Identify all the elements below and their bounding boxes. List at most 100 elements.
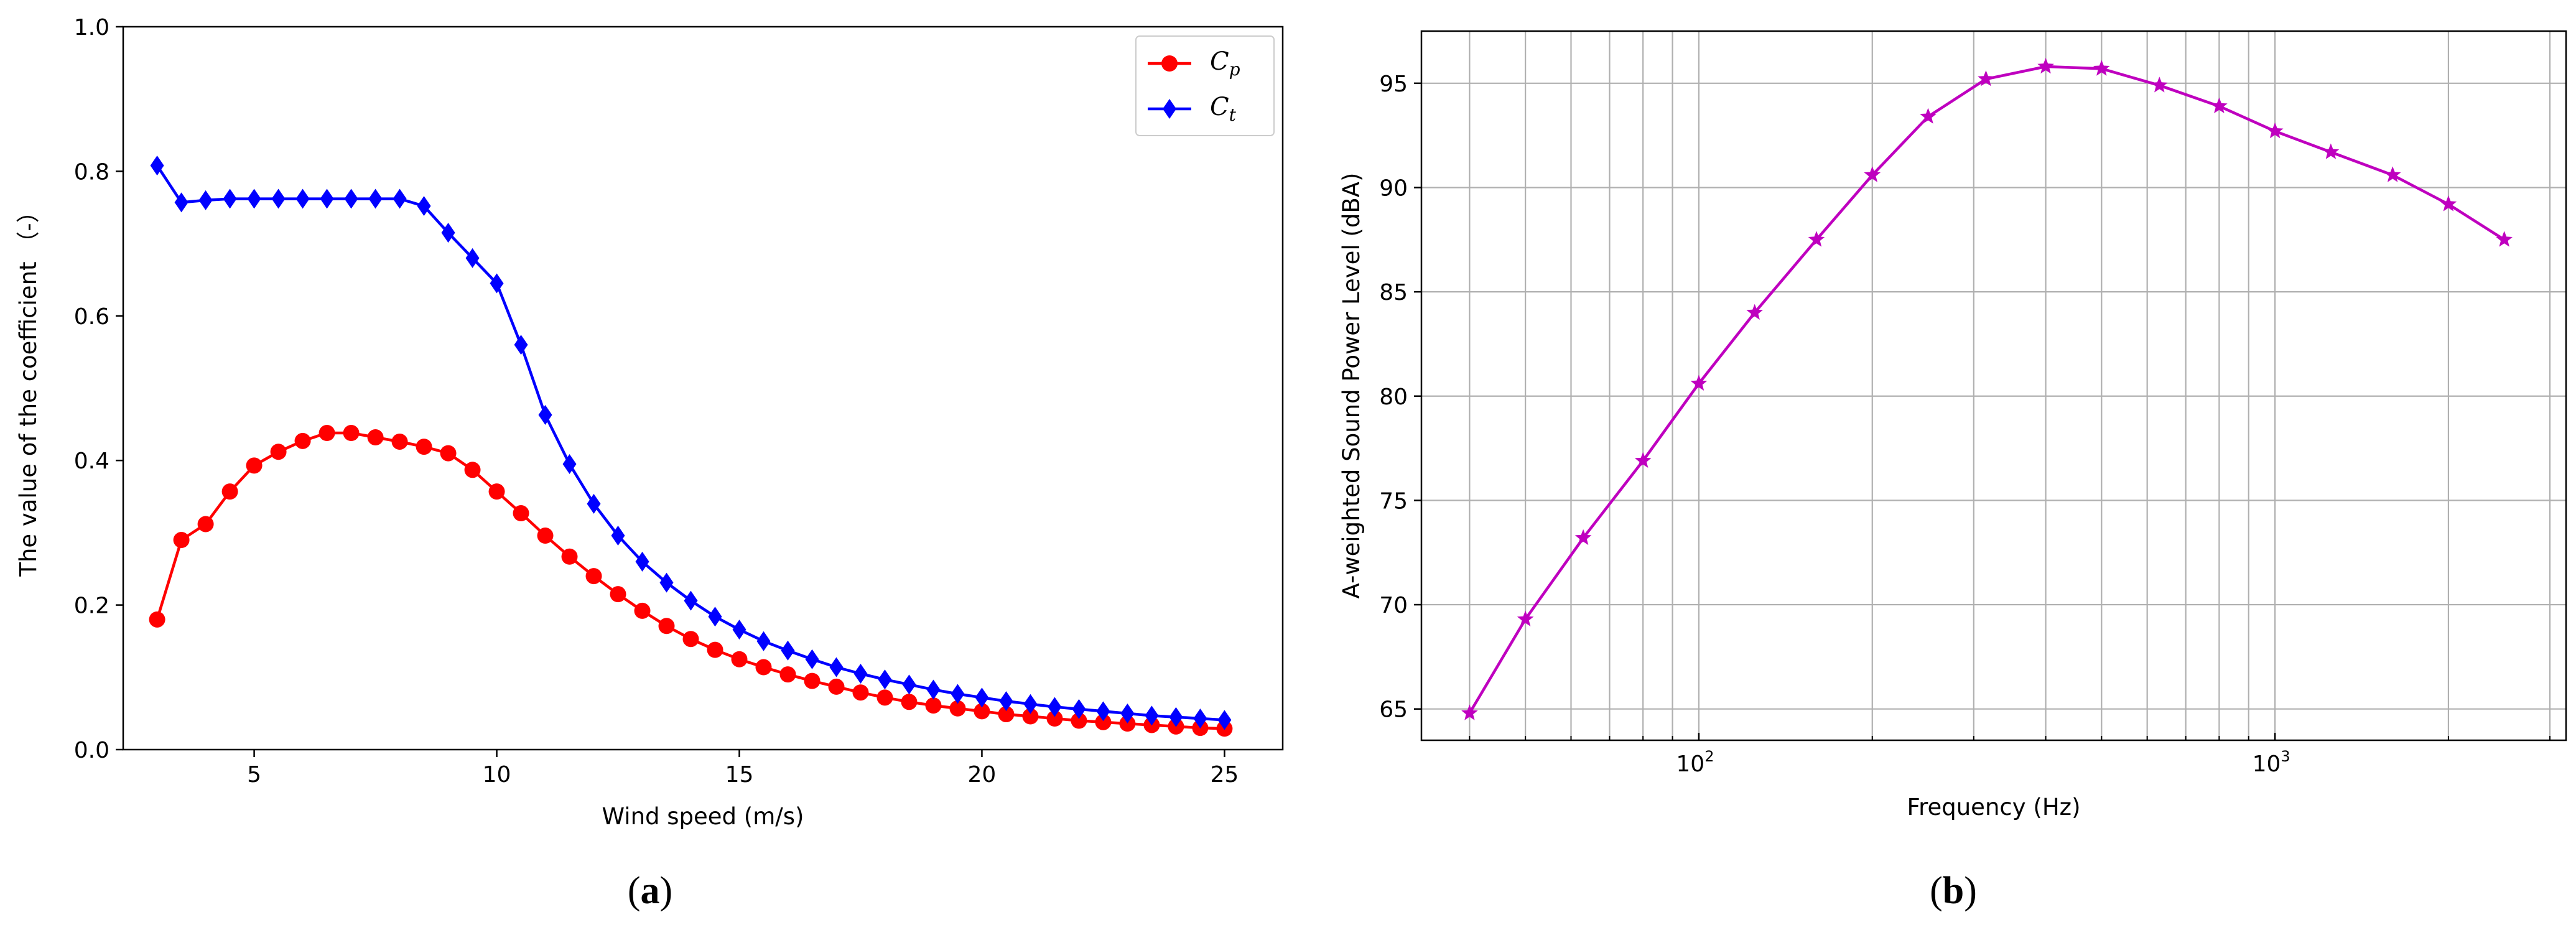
point-spl (2266, 122, 2284, 139)
point-spl (1978, 70, 1994, 86)
y-tick-label: 75 (1379, 488, 1408, 514)
legend-ct-marker (1163, 99, 1176, 119)
point-ct (1048, 697, 1062, 717)
chart-a-marks (149, 156, 1233, 737)
point-cp (561, 548, 578, 565)
point-ct (805, 649, 819, 669)
point-cp (513, 505, 529, 522)
point-cp (658, 618, 675, 635)
legend-cp-sample (1148, 55, 1191, 72)
point-cp (319, 425, 335, 442)
point-ct (465, 248, 480, 268)
legend-ct-label: Ct (1210, 93, 1237, 125)
point-ct (926, 679, 941, 700)
point-spl (1808, 231, 1825, 247)
chart-b: 102 103 65 70 75 80 85 90 95 Frequency (Hz) A-w… (1338, 30, 2567, 912)
point-ct (611, 526, 625, 546)
chart-b-y-ticks: 65 70 75 80 85 90 95 (1379, 72, 1421, 723)
point-ct (853, 663, 868, 684)
point-spl (2496, 231, 2513, 247)
point-cp (270, 444, 287, 460)
point-cp (731, 651, 748, 667)
point-cp (779, 666, 796, 683)
point-cp (149, 611, 165, 628)
point-ct (1145, 705, 1159, 726)
chart-a-legend-box (1135, 35, 1275, 136)
chart-a-legend: Cp Ct (1135, 35, 1275, 136)
point-spl (1690, 374, 1708, 391)
x-tick-label: 103 (2253, 748, 2290, 777)
point-ct (756, 631, 771, 651)
point-spl (2037, 58, 2054, 74)
point-cp (998, 706, 1015, 723)
chart-a-x-axis-label: Wind speed (m/s) (602, 803, 804, 830)
point-ct (1120, 703, 1135, 723)
point-cp (173, 532, 190, 549)
point-cp (1046, 710, 1063, 727)
point-cp (610, 586, 626, 603)
x-tick-label: 20 (968, 762, 997, 788)
chart-a-x-ticks: 5 10 15 20 25 (247, 750, 1239, 788)
point-cp (1095, 714, 1112, 730)
point-ct (538, 404, 552, 425)
point-cp (925, 697, 942, 714)
y-tick-label: 70 (1379, 593, 1408, 618)
chart-b-y-axis-label: A-weighted Sound Power Level (dBA) (1338, 173, 1365, 599)
point-cp (901, 694, 918, 710)
point-cp (537, 528, 554, 544)
y-tick-label: 0.4 (74, 449, 109, 474)
point-spl (1574, 529, 1592, 546)
point-cp (440, 445, 457, 462)
point-cp (707, 641, 723, 658)
point-cp (974, 703, 990, 720)
point-ct (878, 669, 892, 690)
x-tick-label: 5 (247, 762, 261, 788)
point-spl (1517, 610, 1534, 626)
point-ct (1096, 701, 1110, 722)
point-cp (221, 483, 238, 500)
point-cp (876, 689, 893, 706)
legend-cp-label: Cp (1210, 47, 1240, 80)
y-tick-label: 85 (1379, 280, 1408, 305)
point-cp (343, 425, 360, 442)
series-spl-line (1468, 65, 2505, 714)
y-tick-label: 0.6 (74, 304, 109, 330)
point-cp (1022, 708, 1039, 725)
point-ct (344, 188, 358, 209)
point-ct (320, 188, 334, 209)
chart-b-frame (1420, 30, 2567, 742)
point-spl (1864, 166, 1881, 182)
point-ct (1169, 707, 1183, 727)
y-tick-label: 90 (1379, 175, 1408, 201)
point-spl (1634, 452, 1652, 468)
point-ct (174, 192, 188, 213)
legend-cp-marker (1161, 55, 1178, 72)
point-ct (829, 657, 844, 677)
point-cp (852, 684, 869, 701)
point-ct (295, 188, 310, 209)
point-cp (949, 700, 966, 717)
point-ct (902, 674, 916, 695)
point-spl (2384, 166, 2401, 182)
point-ct (417, 196, 431, 216)
point-spl (2211, 97, 2228, 113)
point-cp (634, 602, 651, 619)
point-ct (684, 590, 698, 611)
point-ct (271, 188, 286, 209)
point-ct (247, 188, 261, 209)
point-ct (490, 273, 504, 294)
point-cp (294, 432, 311, 449)
point-ct (368, 188, 383, 209)
point-ct (1193, 709, 1207, 729)
point-ct (975, 687, 989, 708)
y-tick-label: 0.2 (74, 593, 109, 619)
point-spl (1746, 304, 1763, 320)
chart-b-grid (1421, 31, 2566, 740)
point-ct (150, 156, 164, 176)
point-cp (804, 672, 821, 689)
point-cp (197, 516, 214, 532)
chart-a-y-axis-label: The value of the coefficient （-） (15, 200, 42, 577)
y-tick-label: 95 (1379, 72, 1408, 97)
point-spl (2440, 195, 2457, 212)
point-ct (393, 188, 407, 209)
